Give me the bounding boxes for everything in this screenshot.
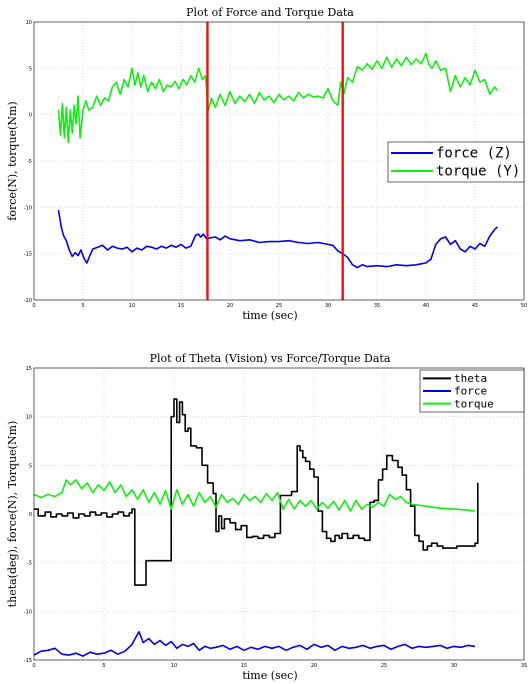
x-tick-label: 30: [325, 303, 331, 309]
chart2-tick-labels: 0 5 10 15 20 25 30 35 -15 -10 -5 0 5 10 15: [24, 366, 527, 669]
legend-label: force (Z): [436, 146, 512, 162]
x-tick-label: 10: [171, 663, 177, 669]
chart1-series: [57, 52, 499, 269]
legend-label: torque (Y): [436, 164, 520, 180]
x-tick-label: 35: [374, 303, 380, 309]
y-tick-label: 15: [26, 366, 32, 372]
x-tick-label: 5: [81, 303, 84, 309]
x-tick-label: 35: [521, 663, 527, 669]
series-line-torque-y: [57, 52, 499, 144]
legend-label: theta: [454, 372, 487, 385]
legend-label: torque: [454, 397, 494, 410]
y-tick-label: 10: [26, 20, 32, 26]
theta-force-torque-chart: Plot of Theta (Vision) vs Force/Torque D…: [6, 352, 527, 682]
x-tick-label: 50: [521, 303, 527, 309]
x-tick-label: 0: [32, 663, 35, 669]
chart1-x-axis-label: time (sec): [242, 309, 297, 322]
chart2-title: Plot of Theta (Vision) vs Force/Torque D…: [150, 352, 391, 365]
chart2-series: [33, 398, 479, 657]
x-tick-label: 0: [32, 303, 35, 309]
y-tick-label: -10: [24, 609, 32, 615]
y-tick-label: -5: [27, 159, 32, 165]
y-tick-label: -15: [24, 252, 32, 258]
series-line-theta: [34, 398, 479, 586]
chart1-legend: force (Z) torque (Y): [387, 141, 525, 183]
y-tick-label: -10: [24, 205, 32, 211]
series-line-force: [33, 630, 476, 657]
y-tick-label: 10: [26, 415, 32, 421]
legend-label: force: [454, 385, 487, 398]
chart2-plot-frame: [33, 367, 525, 661]
y-tick-label: 5: [29, 463, 32, 469]
x-tick-label: 25: [381, 663, 387, 669]
y-tick-label: -15: [24, 658, 32, 664]
chart1-y-axis-label: force(N), torque(Nm): [6, 101, 19, 220]
x-tick-label: 45: [472, 303, 478, 309]
y-tick-label: -5: [27, 561, 32, 567]
x-tick-label: 10: [129, 303, 135, 309]
y-tick-label: 0: [29, 113, 32, 119]
x-tick-label: 40: [423, 303, 429, 309]
chart1-tick-labels: 0 5 10 15 20 25 30 35 40 45 50 -20 -15 -10 -5 0 5 10: [24, 20, 527, 309]
x-tick-label: 30: [451, 663, 457, 669]
x-tick-label: 15: [178, 303, 184, 309]
y-tick-label: -20: [24, 298, 32, 304]
chart2-x-axis-label: time (sec): [242, 669, 297, 682]
x-tick-label: 15: [241, 663, 247, 669]
y-tick-label: 5: [29, 66, 32, 72]
x-tick-label: 20: [311, 663, 317, 669]
y-tick-label: 0: [29, 512, 32, 518]
chart1-title: Plot of Force and Torque Data: [186, 6, 354, 19]
legend-box: [387, 141, 525, 183]
x-tick-label: 20: [227, 303, 233, 309]
series-line-force-z: [57, 209, 499, 269]
x-tick-label: 25: [276, 303, 282, 309]
x-tick-label: 5: [102, 663, 105, 669]
chart2-y-axis-label: theta(deg), force(N), Torque(Nm): [6, 421, 19, 608]
series-line-torque: [33, 479, 476, 512]
chart1-vertical-markers: [206, 22, 344, 300]
force-torque-chart: Plot of Force and Torque Data time (sec)…: [6, 6, 527, 322]
